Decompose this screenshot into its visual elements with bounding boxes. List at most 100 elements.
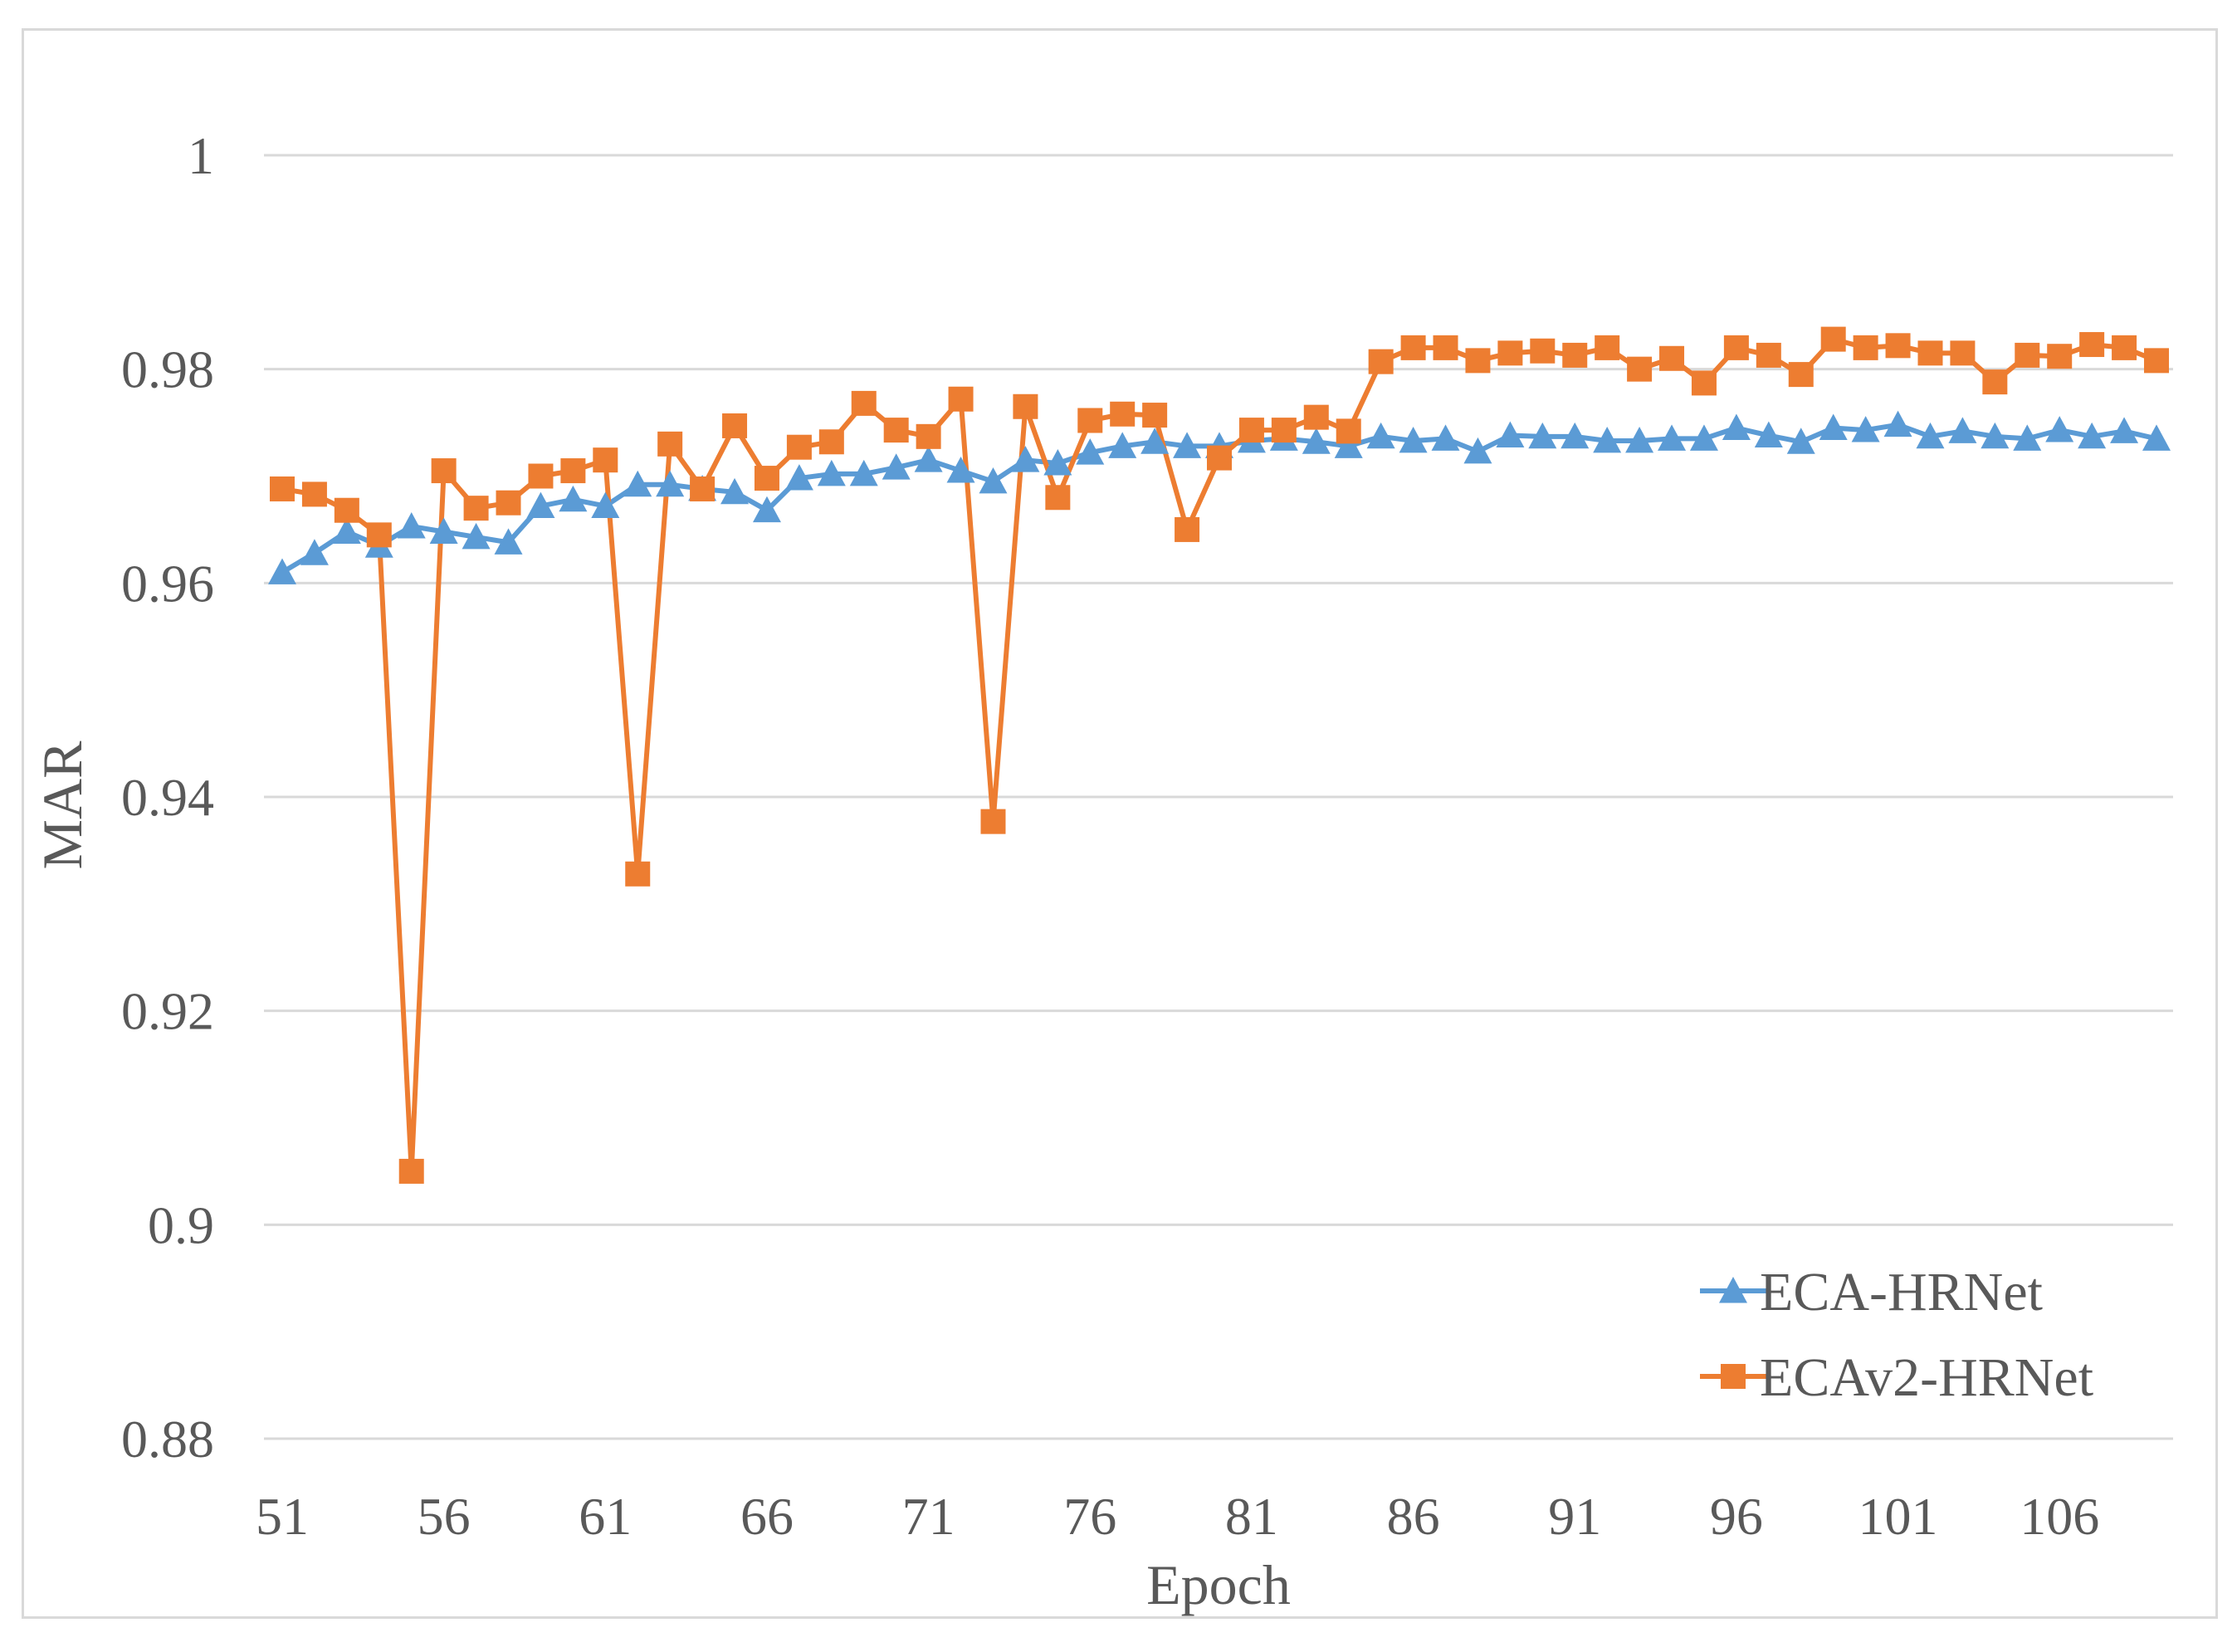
square-point: [1175, 516, 1200, 542]
square-point: [1820, 326, 1846, 352]
triangle-point: [1981, 422, 2010, 449]
y-tick-label: 0.94: [121, 768, 214, 827]
triangle-point: [1043, 449, 1072, 476]
triangle-point: [1786, 428, 1815, 454]
square-point: [916, 423, 941, 449]
square-point: [496, 490, 521, 516]
y-tick-label: 0.96: [121, 554, 214, 613]
square-point: [528, 463, 554, 489]
triangle-point: [268, 558, 296, 584]
square-point: [1077, 408, 1103, 433]
square-point: [625, 861, 651, 887]
triangle-point: [1689, 424, 1718, 451]
square-point: [463, 496, 489, 521]
triangle-point: [1334, 432, 1363, 458]
square-point: [1950, 340, 1976, 366]
square-point: [2144, 348, 2169, 374]
legend: ECA-HRNet ECAv2-HRNet: [1700, 1262, 2093, 1408]
square-point: [2112, 335, 2137, 360]
square-point: [754, 466, 779, 491]
square-point: [657, 431, 683, 457]
y-tick-label: 0.9: [148, 1195, 214, 1254]
triangle-point: [849, 459, 878, 486]
triangle-point: [397, 512, 426, 539]
x-tick-label: 71: [902, 1487, 955, 1546]
square-point: [883, 418, 909, 443]
triangle-point: [817, 459, 846, 486]
triangle-point: [591, 491, 620, 519]
triangle-point: [1399, 426, 1428, 453]
square-point: [818, 429, 844, 455]
triangle-point: [1496, 421, 1525, 447]
triangle-point: [2045, 416, 2074, 442]
triangle-point: [1431, 424, 1460, 451]
square-point: [398, 1158, 424, 1184]
square-point: [1045, 485, 1071, 511]
square-point: [851, 390, 877, 416]
square-point: [1142, 403, 1168, 428]
square-point: [980, 809, 1006, 834]
square-point: [560, 458, 586, 484]
x-tick-label: 86: [1387, 1487, 1440, 1546]
triangle-point: [1593, 426, 1622, 453]
x-tick-label: 76: [1063, 1487, 1116, 1546]
triangle-point: [2078, 422, 2107, 449]
square-point: [1530, 338, 1556, 364]
square-point: [786, 434, 812, 460]
x-tick-label: 106: [2020, 1487, 2099, 1546]
square-point: [1207, 445, 1232, 471]
triangle-point: [2142, 424, 2171, 451]
square-point: [1756, 342, 1781, 368]
square-point: [1465, 348, 1491, 374]
triangle-point: [2110, 417, 2139, 443]
square-point: [2047, 344, 2073, 369]
square-point: [1271, 418, 1297, 443]
y-axis-title: MAR: [31, 740, 94, 870]
square-point: [2079, 332, 2105, 358]
triangle-point: [1076, 438, 1105, 465]
triangle-point: [1851, 416, 1880, 442]
x-tick-labels: 51 56 61 66 71 76 81 86 91 96 101 106: [256, 1487, 2099, 1546]
x-tick-label: 66: [740, 1487, 794, 1546]
x-tick-label: 81: [1225, 1487, 1278, 1546]
triangle-point: [1948, 417, 1977, 443]
square-point: [1853, 335, 1878, 360]
square-point: [431, 458, 457, 484]
x-tick-label: 51: [256, 1487, 309, 1546]
y-tick-label: 0.98: [121, 340, 214, 399]
square-point: [1497, 340, 1523, 366]
x-tick-label: 56: [418, 1487, 471, 1546]
x-tick-label: 91: [1548, 1487, 1601, 1546]
legend-marker: [1721, 1364, 1746, 1389]
triangle-point: [752, 496, 781, 523]
y-tick-labels: 0.88 0.9 0.92 0.94 0.96 0.98 1: [121, 126, 214, 1469]
square-point: [593, 447, 618, 473]
triangle-point: [494, 528, 523, 555]
triangle-point: [2013, 424, 2042, 451]
chart-frame: [22, 28, 2218, 1619]
triangle-point: [1366, 422, 1395, 449]
triangle-point: [1173, 432, 1202, 458]
square-point: [948, 386, 974, 412]
x-tick-label: 96: [1710, 1487, 1763, 1546]
square-point: [1788, 362, 1814, 388]
series-markers: [268, 326, 2171, 1184]
y-tick-label: 0.88: [121, 1410, 214, 1469]
square-point: [2015, 342, 2040, 368]
square-point: [1400, 335, 1426, 360]
triangle-point: [429, 517, 458, 544]
y-tick-label: 1: [188, 126, 214, 185]
triangle-point: [1108, 432, 1137, 458]
triangle-point: [1819, 413, 1848, 440]
triangle-point: [526, 491, 555, 519]
triangle-point: [462, 522, 491, 550]
gridlines: [264, 154, 2173, 1440]
triangle-point: [1528, 422, 1557, 449]
square-point: [334, 497, 359, 523]
triangle-point: [914, 446, 943, 472]
triangle-point: [1140, 428, 1170, 454]
legend-label: ECAv2-HRNet: [1760, 1347, 2093, 1408]
square-point: [690, 476, 716, 501]
x-tick-label: 101: [1858, 1487, 1938, 1546]
triangle-point: [882, 453, 911, 480]
